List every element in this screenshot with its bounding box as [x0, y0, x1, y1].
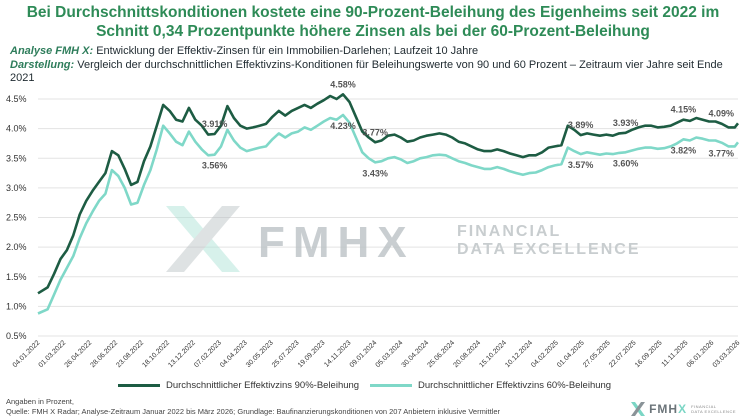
- x-axis-ticks: 04.01.202201.03.202226.04.202228.06.2022…: [12, 339, 742, 369]
- data-label: 3.91%: [202, 119, 228, 129]
- y-tick-label: 3.0%: [6, 183, 27, 193]
- chart-title: Bei Durchschnittskonditionen kostete ein…: [26, 4, 720, 40]
- footer-source: Angaben in Prozent, Quelle: FMH X Radar;…: [6, 397, 500, 417]
- chart-description: Analyse FMH X: Entwicklung der Effektiv-…: [10, 45, 736, 86]
- y-tick-label: 4.5%: [6, 94, 27, 104]
- series-lines: [37, 93, 740, 315]
- watermark-tagline-line2: DATA EXCELLENCE: [457, 241, 640, 258]
- brand-x-icon: [631, 402, 646, 416]
- data-labels: 3.91% 4.58% 3.77% 3.89% 3.93% 4.15% 4.09% 3.56%…: [202, 79, 734, 178]
- series-line-60: [37, 113, 740, 315]
- y-tick-label: 3.5%: [6, 153, 27, 163]
- legend-item-60: Durchschnittlicher Effektivzins 60%-Bele…: [370, 380, 611, 391]
- footer-unit-note: Angaben in Prozent,: [6, 397, 74, 406]
- y-tick-label: 1.5%: [6, 272, 27, 282]
- legend-swatch-90: [118, 384, 160, 387]
- y-tick-label: 0.5%: [6, 331, 27, 341]
- data-label: 4.58%: [330, 79, 356, 89]
- y-tick-label: 2.5%: [6, 213, 27, 223]
- data-label: 4.09%: [708, 108, 734, 118]
- data-label: 3.82%: [671, 145, 697, 155]
- watermark-tagline-line1: FINANCIAL: [457, 223, 561, 240]
- analysis-line: Analyse FMH X: Entwicklung der Effektiv-…: [10, 45, 736, 59]
- data-label: 4.15%: [671, 105, 697, 115]
- x-tick-label: 03.03.2026: [712, 339, 742, 369]
- y-tick-label: 1.0%: [6, 301, 27, 311]
- legend-swatch-60: [370, 384, 412, 387]
- legend-label-90: Durchschnittlicher Effektivzins 90%-Bele…: [166, 380, 360, 391]
- series-line-90: [37, 93, 740, 295]
- legend-label-60: Durchschnittlicher Effektivzins 60%-Bele…: [418, 380, 612, 391]
- x-tick-label: 16.09.2025: [634, 339, 664, 369]
- brand-tagline: FINANCIAL DATA EXCELLENCE: [691, 404, 736, 414]
- watermark-x-mark: [166, 206, 240, 272]
- data-label: 3.60%: [613, 158, 639, 168]
- data-label: 3.77%: [362, 127, 388, 137]
- presentation-text: Vergleich der durchschnittlichen Effekti…: [10, 58, 723, 85]
- analysis-label: Analyse FMH X:: [10, 45, 94, 57]
- watermark-x-stroke-b: [166, 206, 240, 272]
- analysis-text: Entwicklung der Effektiv-Zinsen für ein …: [96, 45, 479, 57]
- y-axis-ticks: 0.5% 1.0% 1.5% 2.0% 2.5% 3.0% 3.5% 4.0% 4.5%: [6, 94, 27, 341]
- line-chart: FMHX FINANCIAL DATA EXCELLENCE 0.5% 1.0% 1…: [6, 79, 742, 369]
- watermark: FMHX FINANCIAL DATA EXCELLENCE: [166, 206, 640, 272]
- watermark-x-stroke-a: [166, 206, 240, 272]
- data-label: 3.43%: [362, 168, 388, 178]
- data-label: 3.89%: [568, 120, 594, 130]
- data-label: 3.57%: [568, 160, 594, 170]
- watermark-brand: FMHX: [258, 218, 415, 267]
- data-label: 4.23%: [330, 121, 356, 131]
- y-tick-label: 4.0%: [6, 124, 27, 134]
- x-tick-label: 19.09.2023: [297, 339, 327, 369]
- data-label: 3.56%: [202, 161, 228, 171]
- y-tick-label: 2.0%: [6, 242, 27, 252]
- data-label: 3.93%: [613, 118, 639, 128]
- presentation-label: Darstellung:: [10, 58, 75, 71]
- presentation-line: Darstellung: Vergleich der durchschnittl…: [10, 59, 736, 86]
- legend-item-90: Durchschnittlicher Effektivzins 90%-Bele…: [118, 380, 359, 391]
- brand-name: FMHX: [649, 402, 688, 416]
- data-label: 3.77%: [708, 148, 734, 158]
- brand-logo: FMHX FINANCIAL DATA EXCELLENCE: [631, 402, 736, 416]
- footer-source-note: Quelle: FMH X Radar; Analyse-Zeitraum Ja…: [6, 407, 501, 416]
